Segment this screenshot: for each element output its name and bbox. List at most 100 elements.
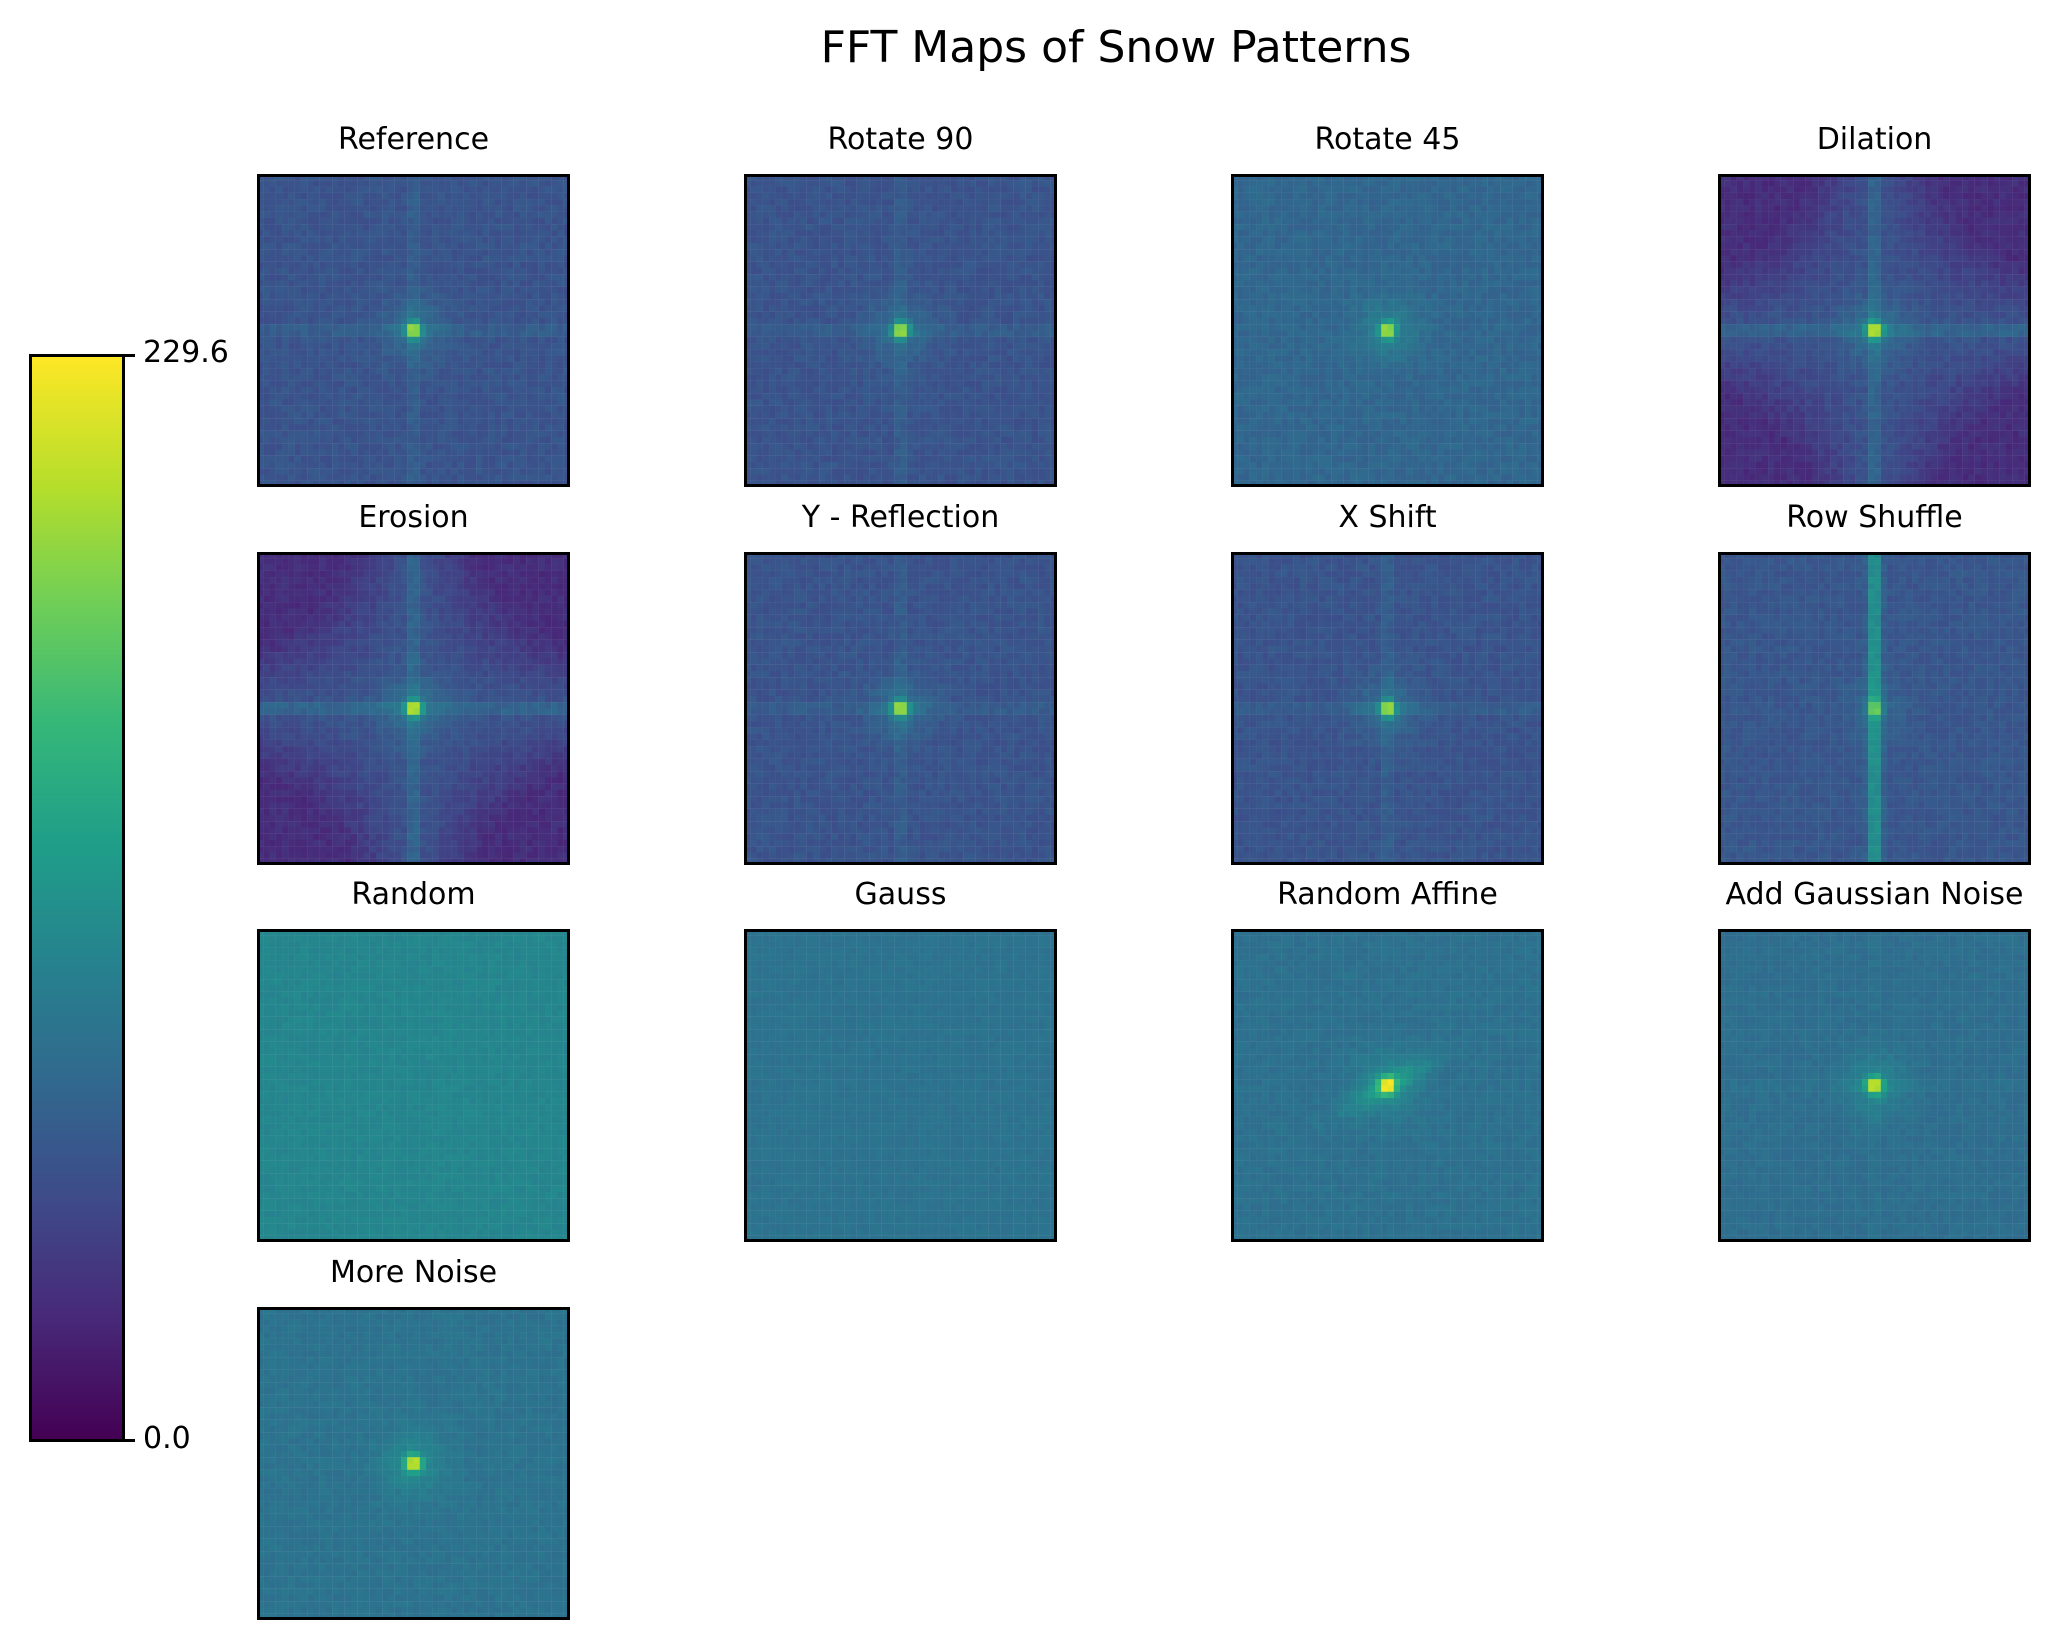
heatmap-cell: [438, 224, 445, 231]
heatmap-cell: [519, 324, 527, 331]
heatmap-cell: [913, 386, 920, 394]
heatmap-cell: [856, 399, 864, 406]
heatmap-cell: [825, 361, 832, 369]
heatmap-cell: [956, 186, 964, 193]
heatmap-cell: [501, 230, 508, 237]
heatmap-cell: [476, 261, 483, 269]
heatmap-cell: [357, 343, 364, 350]
heatmap-cell: [426, 424, 433, 431]
heatmap-cell: [981, 305, 989, 312]
heatmap-cell: [956, 242, 964, 250]
heatmap-cell: [938, 224, 945, 231]
heatmap-cell: [800, 292, 807, 300]
heatmap-cell: [288, 211, 295, 218]
heatmap-cell: [975, 261, 983, 269]
heatmap-cell: [344, 186, 352, 193]
heatmap-cell: [819, 249, 826, 256]
heatmap-cell: [451, 274, 458, 281]
heatmap-cell: [419, 349, 427, 356]
heatmap-cell: [375, 386, 383, 394]
heatmap-cell: [357, 336, 364, 344]
heatmap-cell: [350, 236, 358, 244]
heatmap-cell: [1006, 361, 1014, 369]
heatmap-cell: [819, 299, 826, 306]
heatmap-cell: [1006, 374, 1014, 381]
heatmap-cell: [507, 217, 514, 225]
heatmap-cell: [451, 286, 458, 294]
heatmap-cell: [894, 230, 901, 237]
heatmap-cell: [338, 468, 345, 475]
heatmap-cell: [544, 443, 552, 450]
heatmap-cell: [887, 411, 895, 419]
heatmap-cell: [812, 267, 820, 275]
heatmap-cell: [369, 424, 377, 431]
heatmap-cell: [307, 330, 314, 337]
heatmap-cell: [338, 317, 345, 325]
heatmap-cell: [400, 368, 408, 375]
heatmap-cell: [400, 186, 408, 193]
heatmap-cell: [319, 186, 327, 193]
heatmap-cell: [388, 449, 395, 456]
heatmap-cell: [300, 299, 308, 306]
heatmap-cell: [1025, 455, 1033, 463]
heatmap-cell: [338, 443, 345, 450]
heatmap-cell: [875, 399, 882, 406]
heatmap-cell: [969, 249, 976, 256]
heatmap-cell: [981, 330, 989, 337]
heatmap-cell: [388, 317, 395, 325]
heatmap-cell: [307, 430, 314, 438]
heatmap-cell: [325, 186, 333, 193]
heatmap-cell: [513, 330, 521, 337]
heatmap-cell: [1019, 199, 1026, 206]
heatmap-cell: [825, 211, 832, 218]
heatmap-cell: [806, 324, 814, 331]
heatmap-cell: [469, 280, 477, 287]
heatmap-cell: [744, 455, 751, 463]
heatmap-cell: [488, 455, 496, 463]
heatmap-cell: [363, 180, 370, 187]
heatmap-cell: [426, 349, 433, 356]
heatmap-cell: [963, 174, 970, 181]
heatmap-cell: [1044, 236, 1051, 244]
heatmap-cell: [819, 192, 826, 200]
heatmap-cell: [1031, 418, 1039, 425]
heatmap-cell: [482, 424, 489, 431]
heatmap-cell: [1025, 305, 1033, 312]
heatmap-cell: [906, 236, 914, 244]
heatmap-cell: [332, 186, 339, 193]
heatmap-cell: [869, 405, 876, 413]
heatmap-cell: [850, 292, 857, 300]
heatmap-cell: [469, 349, 477, 356]
heatmap-cell: [476, 267, 483, 275]
heatmap-cell: [532, 299, 539, 306]
heatmap-cell: [419, 361, 427, 369]
heatmap-cell: [775, 430, 782, 438]
heatmap-cell: [931, 230, 939, 237]
heatmap-cell: [538, 274, 546, 281]
heatmap-cell: [413, 255, 420, 262]
heatmap-cell: [831, 311, 839, 319]
heatmap-cell: [507, 480, 514, 487]
heatmap-cell: [913, 230, 920, 237]
heatmap-cell: [294, 249, 301, 256]
heatmap-cell: [988, 242, 995, 250]
heatmap-cell: [350, 374, 358, 381]
heatmap-cell: [844, 299, 851, 306]
heatmap-cell: [856, 430, 864, 438]
heatmap-cell: [344, 311, 352, 319]
heatmap-cell: [1006, 242, 1014, 250]
heatmap-cell: [563, 280, 570, 287]
heatmap-cell: [513, 436, 521, 444]
heatmap-cell: [1000, 217, 1008, 225]
heatmap-cell: [307, 405, 314, 413]
heatmap-cell: [438, 311, 445, 319]
heatmap-cell: [906, 274, 914, 281]
heatmap-cell: [875, 255, 882, 262]
heatmap-cell: [1044, 280, 1051, 287]
heatmap-cell: [319, 386, 327, 394]
heatmap-cell: [438, 461, 445, 469]
heatmap-cell: [463, 474, 470, 481]
heatmap-cell: [350, 205, 358, 212]
heatmap-cell: [369, 311, 377, 319]
heatmap-cell: [1038, 211, 1045, 218]
